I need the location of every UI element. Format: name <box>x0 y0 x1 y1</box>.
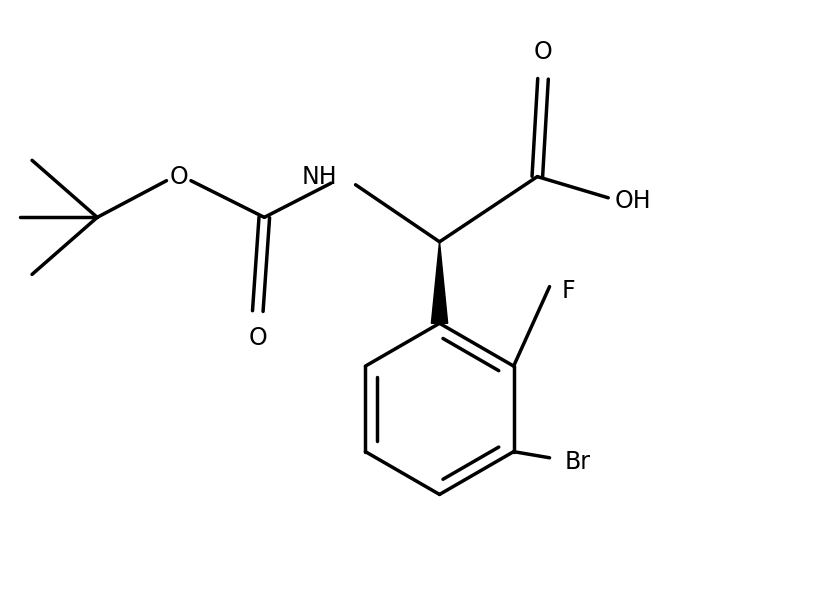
Text: O: O <box>169 165 188 188</box>
Text: OH: OH <box>615 189 651 213</box>
Text: F: F <box>561 279 575 303</box>
Text: O: O <box>533 40 552 64</box>
Polygon shape <box>432 242 448 324</box>
Text: O: O <box>248 326 267 350</box>
Text: NH: NH <box>302 165 338 188</box>
Text: Br: Br <box>564 450 590 474</box>
